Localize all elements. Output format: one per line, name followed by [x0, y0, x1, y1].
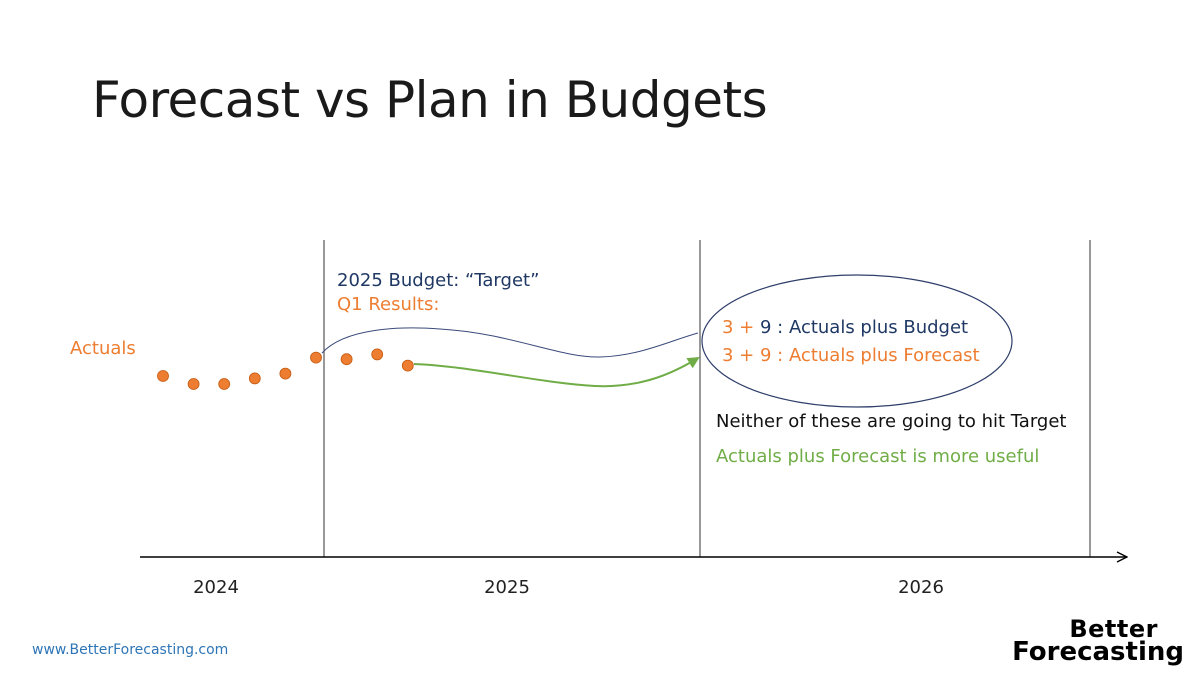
logo-line-better: Better: [1069, 615, 1158, 643]
logo-line-forecasting: Forecasting: [1012, 637, 1184, 667]
year-label-2024: 2024: [193, 577, 239, 598]
budget-curve: [321, 327, 699, 358]
actuals-plus-budget-text: 9 : Actuals plus Budget: [759, 317, 969, 338]
year-label-2026: 2026: [898, 577, 944, 598]
actuals-dot: [401, 359, 414, 372]
neither-hit-target-note: Neither of these are going to hit Target: [716, 411, 1067, 432]
actuals-plus-forecast-label: 3 + 9 : Actuals plus Forecast: [722, 345, 980, 367]
year-label-2025: 2025: [484, 577, 530, 598]
budget-target-label: 2025 Budget: “Target”: [337, 270, 540, 291]
actuals-dot: [248, 372, 261, 385]
actuals-dot: [310, 351, 322, 364]
comparison-ellipse: [701, 274, 1013, 408]
actuals-dot: [187, 378, 200, 390]
actuals-dot: [157, 370, 169, 382]
slide-title: Forecast vs Plan in Budgets: [92, 71, 768, 129]
actuals-dot: [218, 378, 231, 390]
forecast-more-useful-note: Actuals plus Forecast is more useful: [716, 446, 1040, 467]
forecast-arrow: [413, 356, 700, 388]
actuals-label: Actuals: [70, 338, 136, 359]
website-link[interactable]: www.BetterForecasting.com: [32, 642, 229, 658]
actuals-plus-forecast-text: 3 + 9 : Actuals plus Forecast: [722, 345, 980, 366]
better-forecasting-logo: Better Forecasting: [1012, 615, 1184, 667]
q1-results-label: Q1 Results:: [337, 294, 440, 315]
actuals-dot: [340, 353, 353, 366]
actuals-series: [157, 348, 414, 390]
actuals-dot: [279, 367, 292, 380]
actuals-plus-budget-label: 3 + 9 : Actuals plus Budget: [722, 317, 968, 339]
actuals-dot: [371, 348, 384, 361]
actuals-plus-budget-prefix: 3 +: [722, 317, 760, 338]
